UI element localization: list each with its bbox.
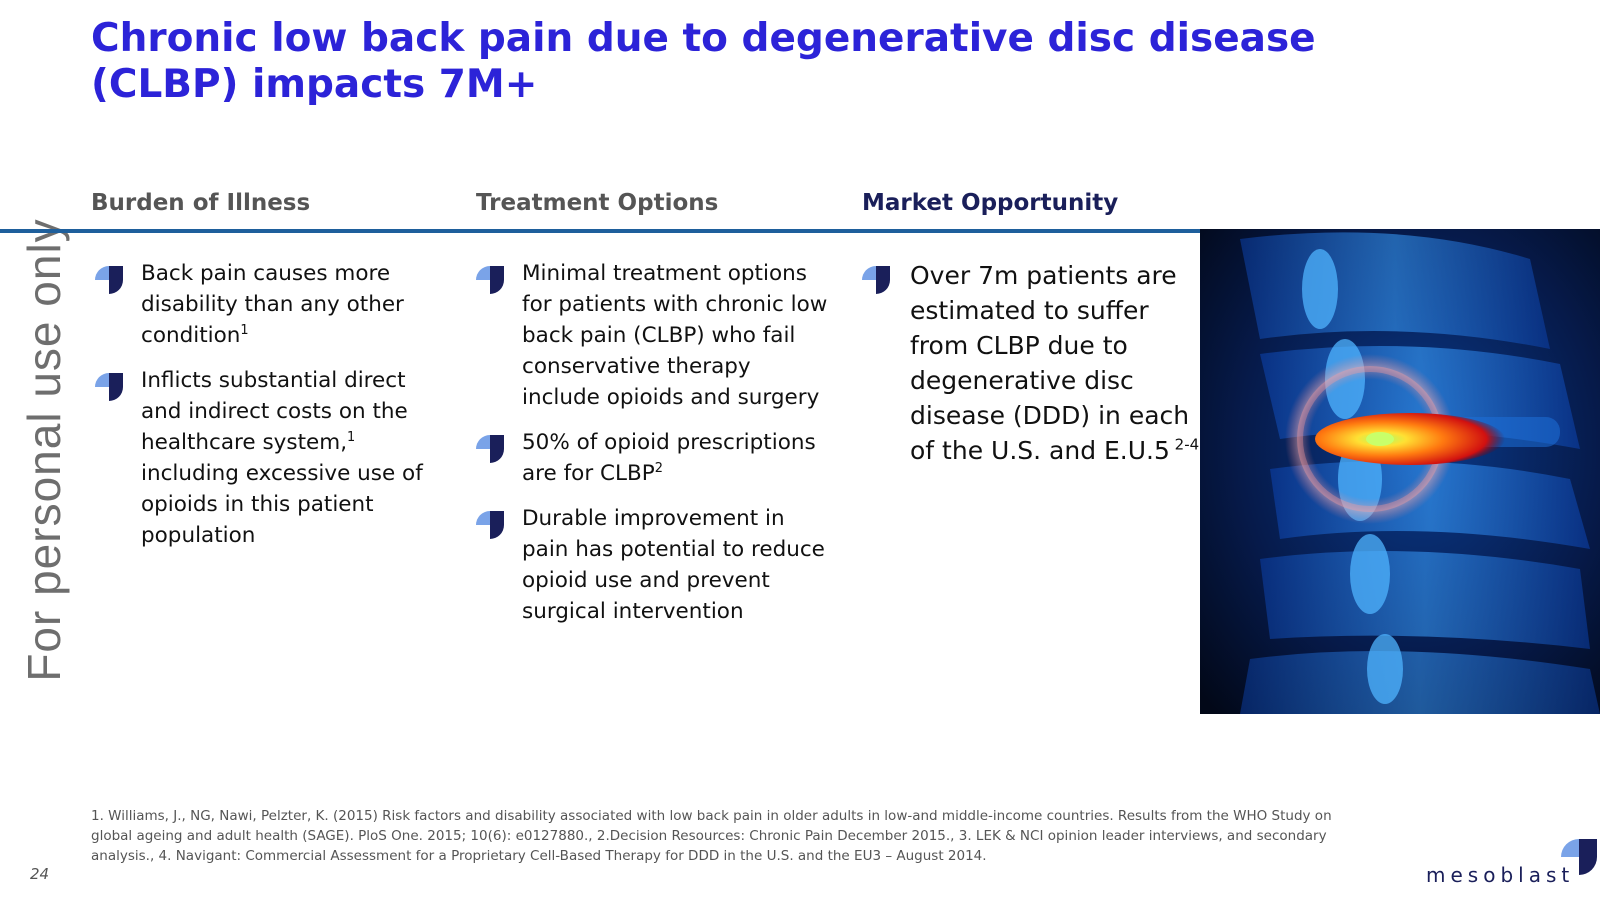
page-number: 24	[30, 865, 50, 883]
bullet-superscript: 1	[240, 322, 249, 338]
bullet-item: Minimal treatment options for patients w…	[474, 258, 834, 413]
header-divider	[0, 229, 1200, 233]
heading-market-opportunity: Market Opportunity	[862, 190, 1119, 216]
bullet-superscript: 2	[654, 460, 663, 476]
bullet-icon	[476, 266, 504, 294]
heading-treatment-options: Treatment Options	[476, 190, 719, 216]
bullet-item: Inflicts substantial direct and indirect…	[93, 365, 433, 551]
bullet-icon	[862, 266, 890, 294]
bullet-tail: including excessive use of opioids in th…	[141, 461, 423, 548]
bullet-text: Over 7m patients are estimated to suffer…	[910, 261, 1190, 465]
column-burden-of-illness: Back pain causes more disability than an…	[93, 258, 433, 565]
bullet-icon	[95, 266, 123, 294]
bullet-text: Minimal treatment options for patients w…	[522, 261, 828, 410]
spine-disc-illustration	[1200, 229, 1600, 714]
spine-image	[1200, 229, 1600, 714]
bullet-superscript: 1	[347, 429, 356, 445]
column-treatment-options: Minimal treatment options for patients w…	[474, 258, 834, 641]
bullet-item: 50% of opioid prescriptions are for CLBP…	[474, 427, 834, 489]
bullet-superscript: 2-4	[1169, 435, 1200, 454]
column-market-opportunity: Over 7m patients are estimated to suffer…	[860, 258, 1205, 482]
watermark: For personal use only	[18, 218, 70, 682]
bullet-text: Back pain causes more disability than an…	[141, 261, 404, 348]
slide-title: Chronic low back pain due to degenerativ…	[91, 16, 1316, 107]
bullet-icon	[476, 511, 504, 539]
bullet-item: Over 7m patients are estimated to suffer…	[860, 258, 1205, 468]
bullet-icon	[95, 373, 123, 401]
bullet-item: Back pain causes more disability than an…	[93, 258, 433, 351]
bullet-text: Durable improvement in pain has potentia…	[522, 506, 825, 624]
footnote-references: 1. Williams, J., NG, Nawi, Pelzter, K. (…	[91, 808, 1332, 864]
bullet-item: Durable improvement in pain has potentia…	[474, 503, 834, 627]
bullet-text: Inflicts substantial direct and indirect…	[141, 368, 408, 455]
mesoblast-logo-icon	[1561, 839, 1597, 875]
bullet-icon	[476, 435, 504, 463]
mesoblast-logo-text: mesoblast	[1426, 863, 1575, 887]
bullet-text: 50% of opioid prescriptions are for CLBP	[522, 430, 816, 486]
heading-burden-of-illness: Burden of Illness	[91, 190, 311, 216]
